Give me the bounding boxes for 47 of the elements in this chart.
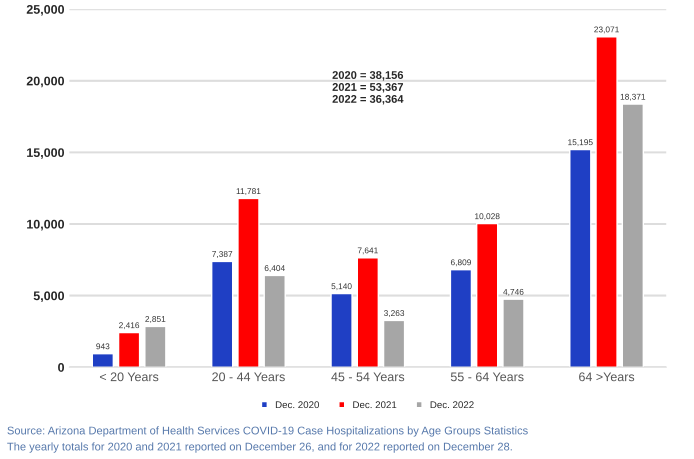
y-tick-label: 15,000 [27, 148, 64, 159]
y-tick-label: 0 [58, 363, 64, 372]
bar [92, 353, 114, 368]
data-label: 4,746 [503, 288, 524, 296]
y-tick-label: 25,000 [26, 4, 64, 16]
y-tick-label: 5,000 [34, 291, 64, 302]
bar [450, 268, 472, 368]
bar [210, 260, 234, 368]
bar [330, 292, 353, 368]
legend-label: Dec. 2021 [353, 401, 396, 408]
data-label: 6,809 [450, 259, 471, 266]
bar [118, 332, 140, 368]
annotation: 2020 = 38,156 2021 = 53,367 2022 = 36,364 [332, 71, 404, 105]
text: The yearly totals for 2020 and 2021 reported on December 26, and for 2022 reported on December 28. [7, 442, 512, 453]
bar [382, 320, 406, 368]
data-label: 11,781 [236, 188, 260, 196]
data-label: 23,071 [594, 26, 619, 34]
data-label: 6,404 [264, 265, 285, 272]
y-tick-label: 20,000 [26, 76, 64, 88]
data-label: 18,371 [620, 94, 646, 101]
data-label: 2,851 [145, 316, 166, 323]
x-tick-label: 55 - 64 Years [450, 372, 524, 382]
data-label: 7,387 [212, 251, 232, 258]
source-note: Source: Arizona Department of Health Services COVID-19 Case Hospitalizations by Age Groups Statistics [7, 426, 528, 437]
data-label: 5,140 [331, 283, 352, 290]
x-tick-label: < 20 Years [100, 372, 158, 382]
bar [264, 274, 286, 368]
y-tick-label: 10,000 [27, 220, 64, 230]
legend-label: Dec. 2022 [430, 401, 474, 408]
x-tick-label: 64 >Years [579, 372, 634, 382]
x-tick-label: 20 - 44 Years [212, 372, 285, 382]
x-tick-label: 45 - 54 Years [331, 372, 404, 382]
legend-label: Dec. 2020 [276, 401, 320, 408]
data-label: 7,641 [358, 247, 378, 254]
data-label: 3,263 [384, 310, 404, 318]
bar [476, 222, 498, 368]
bar [502, 298, 525, 368]
bar [237, 198, 260, 368]
data-label: 2,416 [119, 322, 140, 330]
bar [569, 148, 592, 368]
data-label: 943 [96, 343, 110, 350]
data-label: 15,195 [568, 139, 593, 146]
bar [622, 103, 644, 368]
bar [595, 36, 618, 368]
bar [144, 326, 167, 368]
bar [356, 257, 380, 368]
data-label: 10,028 [475, 213, 500, 220]
